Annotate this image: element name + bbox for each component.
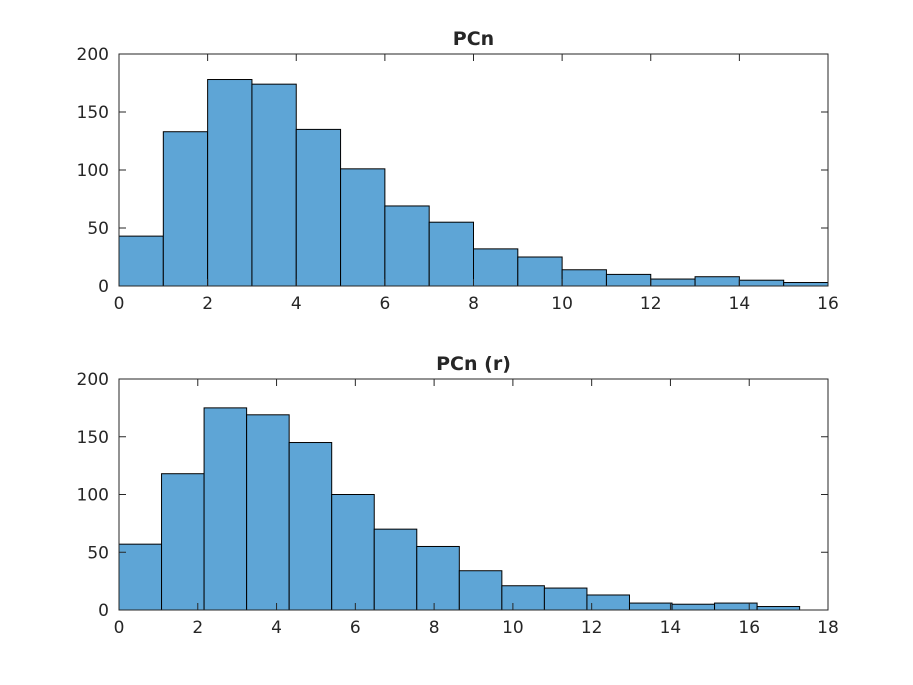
histogram-bar — [384, 205, 430, 287]
histogram-bar — [543, 587, 588, 611]
histogram-bar — [203, 407, 248, 611]
x-tick-label: 10 — [502, 618, 524, 638]
y-tick-label: 0 — [98, 601, 109, 621]
y-tick-label: 50 — [87, 219, 109, 239]
histogram-bar — [756, 606, 801, 611]
x-tick-label: 10 — [551, 294, 573, 314]
histogram-bar — [586, 594, 630, 611]
x-tick-label: 4 — [291, 294, 302, 314]
x-tick-label: 6 — [350, 618, 361, 638]
histogram-bar — [295, 128, 342, 287]
histogram-bar — [428, 221, 474, 287]
histogram-bar — [783, 282, 829, 287]
x-tick-label: 14 — [660, 618, 682, 638]
histogram-bar — [628, 602, 673, 611]
chart-title: PCn — [453, 28, 494, 50]
x-tick-label: 2 — [202, 294, 213, 314]
x-tick-label: 16 — [738, 618, 760, 638]
y-tick-label: 150 — [77, 428, 109, 448]
y-tick-label: 0 — [98, 277, 109, 297]
histogram-bar — [207, 79, 253, 287]
x-tick-label: 0 — [114, 618, 125, 638]
histogram-pcn-r: 0 2 4 6 8 10 12 14 16 18 0 50 100 150 200 PCn (r) — [77, 353, 839, 638]
histogram-bar — [162, 131, 209, 287]
histogram-bar — [416, 545, 460, 611]
x-tick-label: 16 — [817, 294, 839, 314]
x-tick-label: 0 — [114, 294, 125, 314]
histogram-bar — [331, 494, 375, 611]
histogram-bar — [340, 168, 386, 287]
x-tick-label: 4 — [271, 618, 282, 638]
y-tick-label: 200 — [77, 45, 109, 65]
y-tick-label: 50 — [87, 543, 109, 563]
chart-title: PCn (r) — [436, 353, 511, 375]
histogram-bar — [501, 585, 545, 611]
histogram-bar — [517, 256, 563, 287]
x-tick-label: 14 — [729, 294, 751, 314]
histogram-bar — [738, 279, 785, 287]
x-tick-label: 12 — [581, 618, 603, 638]
y-tick-label: 200 — [77, 370, 109, 390]
histogram-bar — [605, 273, 652, 287]
histogram-bar — [473, 248, 519, 287]
y-tick-label: 100 — [77, 486, 109, 506]
histogram-pcn: 0 2 4 6 8 10 12 14 16 0 50 100 150 200 PCn — [77, 28, 839, 314]
histogram-bar — [118, 235, 164, 287]
histogram-bar — [118, 543, 163, 611]
histogram-bar — [246, 414, 290, 611]
histogram-bar — [650, 278, 696, 287]
histogram-bar — [373, 528, 418, 611]
histogram-bar — [288, 442, 333, 611]
y-tick-label: 100 — [77, 161, 109, 181]
histogram-bar — [251, 83, 297, 287]
x-tick-label: 18 — [817, 618, 839, 638]
histogram-bar — [561, 269, 607, 287]
x-tick-label: 6 — [379, 294, 390, 314]
histogram-bar — [161, 473, 205, 611]
x-tick-label: 8 — [429, 618, 440, 638]
y-tick-label: 150 — [77, 103, 109, 123]
histogram-bar — [458, 570, 503, 611]
histogram-bar — [671, 603, 716, 611]
histogram-bar — [694, 276, 740, 287]
histogram-bar — [714, 602, 758, 611]
x-tick-label: 8 — [468, 294, 479, 314]
x-tick-label: 12 — [640, 294, 662, 314]
x-tick-label: 2 — [192, 618, 203, 638]
